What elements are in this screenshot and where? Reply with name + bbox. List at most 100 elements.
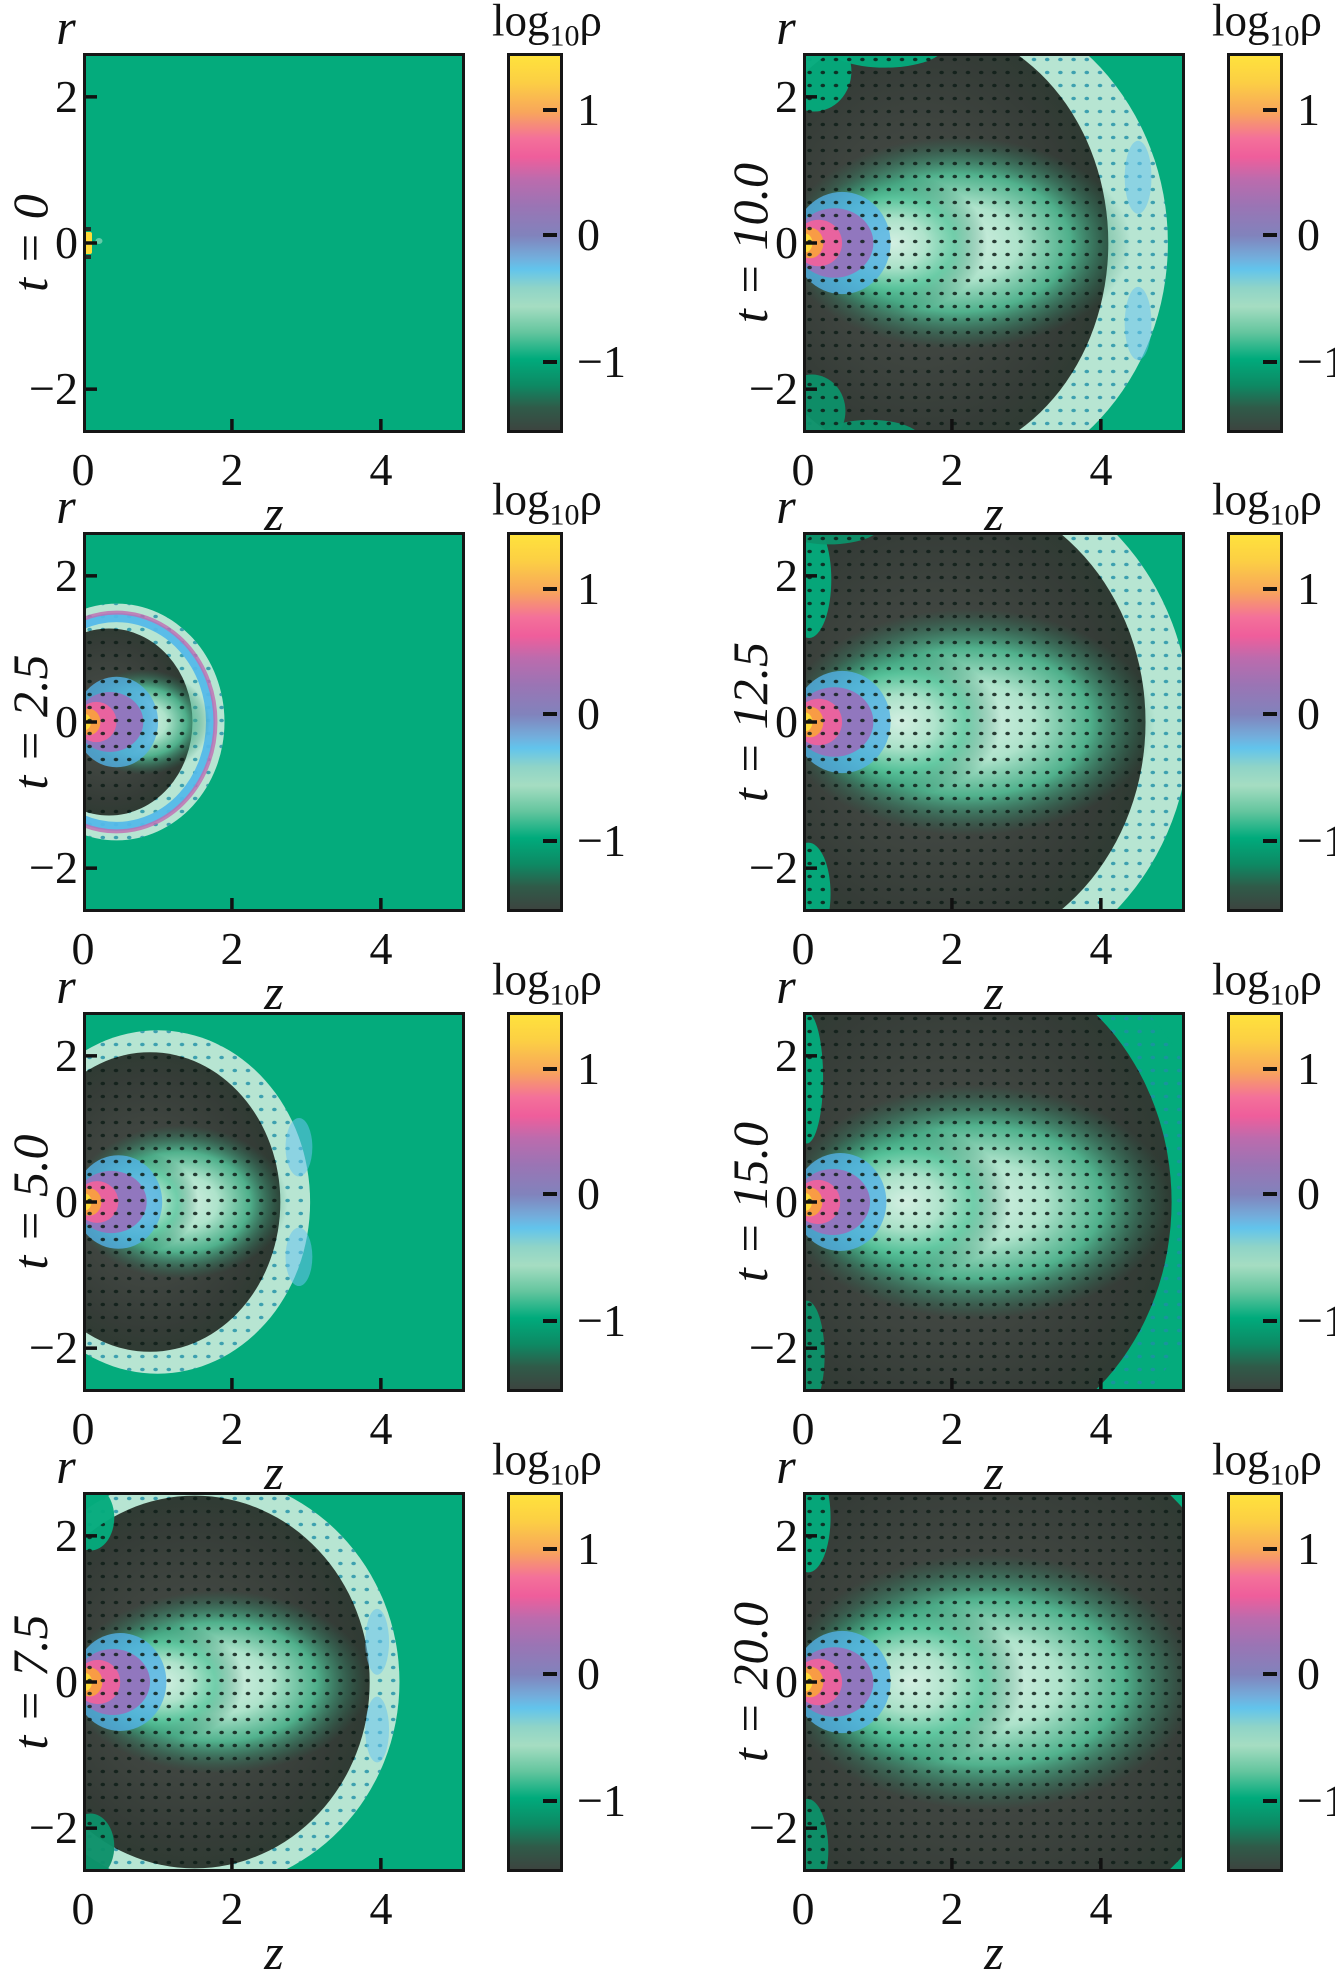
- x-axis-label: z: [264, 485, 284, 541]
- colorbar-title-rho: ρ: [579, 474, 602, 525]
- x-tick-label: 4: [1089, 1883, 1113, 1934]
- time-label: t = 20.0: [722, 1601, 778, 1763]
- shock-ring-blue: [83, 613, 215, 831]
- colorbar-tick-label: 0: [577, 1168, 600, 1220]
- rim-blue-knot: [285, 1227, 313, 1287]
- x-tick-mark: [1099, 419, 1103, 433]
- density-map: [83, 53, 465, 433]
- panel-frame: [83, 53, 465, 433]
- colorbar: [1227, 53, 1283, 433]
- x-tick-label: 4: [369, 1403, 393, 1454]
- colorbar-title-sub: 10: [1269, 978, 1300, 1012]
- rim-blue-knot: [365, 1608, 390, 1675]
- y-tick-mark: [803, 1054, 817, 1058]
- y-tick-mark: [803, 241, 817, 245]
- x-axis-label: z: [264, 964, 284, 1020]
- y-tick-mark: [83, 1346, 97, 1350]
- y-tick-label: 2: [55, 71, 78, 123]
- y-tick-label: 0: [55, 1176, 78, 1227]
- y-tick-label: 2: [55, 1510, 78, 1562]
- time-label: t = 5.0: [2, 1134, 58, 1270]
- y-tick-mark: [83, 387, 97, 391]
- y-tick-mark: [803, 1534, 817, 1538]
- x-tick-mark: [230, 1378, 234, 1392]
- colorbar-tick-label: 1: [577, 1043, 600, 1094]
- y-tick-mark: [83, 574, 97, 578]
- colorbar-title-log: log: [492, 474, 550, 525]
- colorbar-title-log: log: [492, 1434, 550, 1485]
- colorbar-tick-label: 0: [1297, 688, 1320, 740]
- x-tick-label: 2: [220, 1403, 244, 1454]
- panel-frame: [803, 532, 1185, 912]
- x-axis-label: z: [984, 1444, 1004, 1500]
- colorbar-title-log: log: [492, 954, 550, 1005]
- density-map: [83, 1492, 465, 1872]
- x-tick-mark: [1099, 1378, 1103, 1392]
- y-tick-mark: [83, 1054, 97, 1058]
- x-tick-mark: [950, 419, 954, 433]
- colorbar-tick-label: −1: [1297, 814, 1335, 866]
- colorbar-tick-label: 0: [577, 209, 600, 261]
- time-label: t = 12.5: [722, 641, 778, 803]
- y-tick-mark: [803, 720, 817, 724]
- y-tick-mark: [803, 387, 817, 391]
- colorbar-tick-label: 0: [1297, 1648, 1320, 1700]
- y-tick-mark: [83, 1534, 97, 1538]
- y-axis-label: r: [776, 958, 796, 1014]
- y-tick-label: −2: [749, 1801, 798, 1853]
- colorbar-title-rho: ρ: [1299, 474, 1322, 525]
- x-tick-label: 0: [71, 1883, 95, 1934]
- rim-blue-knot: [1124, 140, 1152, 214]
- density-map: [83, 1012, 465, 1392]
- colorbar-tick-label: −1: [1297, 1774, 1335, 1826]
- colorbar-tick-label: −1: [577, 1774, 626, 1826]
- y-axis-label: r: [56, 958, 76, 1014]
- x-tick-mark: [950, 1378, 954, 1392]
- panel-frame: [803, 1012, 1185, 1392]
- colorbar-tick-mark: [1263, 712, 1277, 716]
- y-tick-label: 0: [55, 1656, 78, 1707]
- y-tick-label: −2: [749, 1321, 798, 1373]
- x-tick-label: 4: [1089, 923, 1113, 974]
- colorbar-title: log10ρ: [492, 1434, 602, 1491]
- density-map: [803, 1012, 1185, 1392]
- colorbar-tick-mark: [543, 1192, 557, 1196]
- y-tick-label: 2: [775, 71, 798, 123]
- x-tick-mark: [1099, 898, 1103, 912]
- vector-dots-cocoon: [83, 1495, 370, 1869]
- colorbar-tick-label: −1: [577, 1294, 626, 1346]
- y-axis-label: r: [56, 0, 76, 55]
- colorbar-title-log: log: [1212, 0, 1270, 46]
- colorbar-title-sub: 10: [1269, 1458, 1300, 1492]
- x-tick-mark: [1099, 1858, 1103, 1872]
- density-map: [83, 532, 465, 912]
- colorbar-title: log10ρ: [1212, 474, 1322, 532]
- x-tick-mark: [379, 1858, 383, 1872]
- panel-frame: [83, 1492, 465, 1872]
- colorbar: [1227, 1492, 1283, 1872]
- colorbar-title: log10ρ: [1212, 0, 1322, 52]
- colorbar-tick-mark: [1263, 1799, 1277, 1803]
- colorbar: [507, 1492, 563, 1872]
- colorbar-tick-label: −1: [1297, 1294, 1335, 1346]
- colorbar-tick-label: −1: [577, 335, 626, 387]
- colorbar-tick-mark: [1263, 108, 1277, 112]
- x-axis-label: z: [264, 1924, 284, 1980]
- colorbar-title-sub: 10: [549, 978, 580, 1012]
- y-tick-mark: [803, 1680, 817, 1684]
- vector-dots-cocoon: [803, 532, 1146, 912]
- colorbar-title-sub: 10: [549, 498, 580, 532]
- colorbar-tick-label: 0: [1297, 209, 1320, 261]
- y-tick-label: 0: [775, 217, 798, 268]
- colorbar-title-log: log: [1212, 1434, 1270, 1485]
- colorbar-tick-label: −1: [577, 814, 626, 866]
- y-axis-label: r: [56, 1438, 76, 1494]
- panel-frame: [83, 1012, 465, 1392]
- x-tick-label: 2: [220, 923, 244, 974]
- ambient-medium: [83, 53, 465, 433]
- y-tick-label: −2: [29, 841, 78, 893]
- y-tick-label: 0: [775, 1176, 798, 1227]
- y-tick-label: 0: [775, 696, 798, 747]
- colorbar-title-sub: 10: [1269, 498, 1300, 532]
